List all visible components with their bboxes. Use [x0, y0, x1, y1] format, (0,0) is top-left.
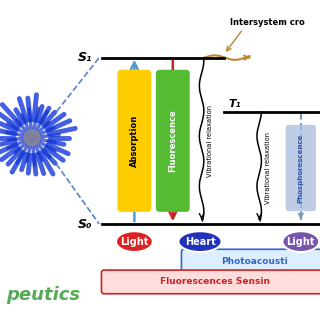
Text: Photoacousti: Photoacousti — [221, 257, 288, 266]
FancyBboxPatch shape — [285, 125, 316, 211]
Text: S₀: S₀ — [78, 218, 93, 230]
Ellipse shape — [282, 231, 319, 252]
FancyBboxPatch shape — [156, 70, 190, 212]
Text: Phosphorescence: Phosphorescence — [298, 133, 304, 203]
FancyBboxPatch shape — [117, 70, 151, 212]
Ellipse shape — [116, 231, 153, 252]
Text: Light: Light — [120, 236, 148, 247]
Text: peutics: peutics — [6, 286, 81, 304]
Circle shape — [24, 130, 40, 146]
Text: S₁: S₁ — [78, 51, 93, 64]
Text: Fluorescence: Fluorescence — [168, 109, 177, 172]
Text: Vibrational relaxation: Vibrational relaxation — [207, 105, 213, 177]
Text: Absorption: Absorption — [130, 115, 139, 167]
Text: Heart: Heart — [185, 236, 215, 247]
FancyBboxPatch shape — [101, 270, 320, 294]
Text: Vibrational relaxation: Vibrational relaxation — [265, 132, 271, 204]
Text: Fluorescences Sensin: Fluorescences Sensin — [160, 277, 270, 286]
Text: Light: Light — [287, 236, 315, 247]
Text: Intersystem cro: Intersystem cro — [230, 18, 305, 27]
Text: T₁: T₁ — [229, 99, 241, 109]
FancyBboxPatch shape — [181, 249, 320, 273]
Ellipse shape — [179, 231, 221, 252]
